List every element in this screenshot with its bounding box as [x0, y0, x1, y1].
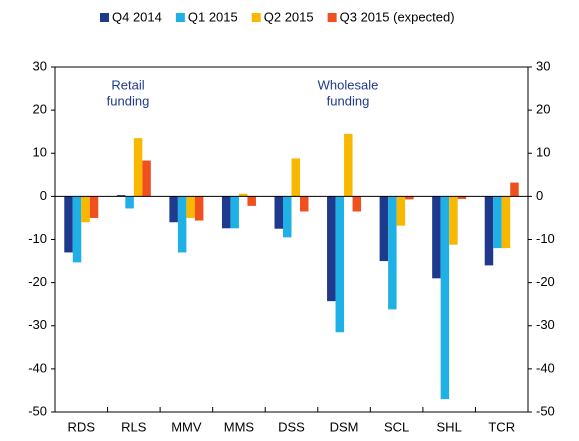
y2-tick-label: -30 [536, 317, 555, 332]
x-tick-label: SCL [384, 419, 409, 434]
bar [405, 196, 414, 200]
bar [449, 196, 458, 245]
y-tick-label: 30 [33, 58, 47, 73]
legend-swatch [251, 13, 261, 22]
legend-label: Q1 2015 [188, 9, 238, 24]
y-tick-label: -40 [28, 360, 47, 375]
bar [344, 133, 353, 197]
legend-swatch [175, 13, 185, 22]
bar [283, 196, 292, 238]
y2-tick-label: -20 [536, 274, 555, 289]
bar [230, 196, 239, 229]
x-tick-label: MMS [224, 419, 255, 434]
bar [64, 196, 73, 253]
bar [484, 196, 494, 266]
bar [221, 196, 231, 229]
bar [388, 196, 397, 310]
bar [142, 160, 151, 197]
y-tick-label: 20 [33, 102, 47, 117]
bar [352, 196, 362, 212]
annotation: funding [327, 93, 370, 108]
bar [169, 196, 178, 223]
bar [396, 196, 406, 226]
y-tick-label: -50 [28, 403, 47, 418]
legend-label: Q3 2015 (expected) [340, 9, 455, 24]
legend-swatch [100, 13, 109, 22]
bar [291, 158, 300, 197]
bar [116, 195, 126, 197]
annotation: Retail [111, 77, 144, 92]
bar [81, 196, 90, 223]
bar [186, 196, 195, 218]
x-tick-label: DSS [278, 419, 305, 434]
y-tick-label: -10 [28, 231, 47, 246]
legend-label: Q2 2015 [264, 9, 314, 24]
bar [493, 196, 502, 249]
y-tick-label: -30 [28, 317, 47, 332]
x-tick-label: TCR [488, 419, 515, 434]
bar [501, 196, 511, 249]
legend-label: Q4 2014 [112, 9, 162, 24]
bar [457, 196, 467, 199]
y2-tick-label: 10 [536, 145, 550, 160]
y2-tick-label: 0 [536, 188, 543, 203]
bar [327, 196, 336, 302]
y-tick-label: -20 [28, 274, 47, 289]
x-tick-label: SHL [437, 419, 462, 434]
bar [125, 196, 134, 209]
bar [194, 196, 204, 221]
bar [89, 196, 99, 218]
plot-frame [54, 66, 529, 413]
y2-tick-label: 30 [536, 58, 550, 73]
y-tick-label: 10 [33, 145, 47, 160]
bar [510, 182, 519, 197]
bar [432, 196, 441, 279]
bar [238, 193, 248, 197]
bar [335, 196, 345, 333]
y2-tick-label: -40 [536, 360, 555, 375]
bar [177, 196, 187, 253]
bar [440, 196, 450, 400]
x-tick-label: RLS [121, 419, 147, 434]
y-tick-label: 0 [40, 188, 47, 203]
x-tick-label: DSM [330, 419, 359, 434]
y2-tick-label: -50 [536, 403, 555, 418]
legend-swatch [327, 13, 337, 22]
y2-tick-label: -10 [536, 231, 555, 246]
annotation: funding [107, 93, 150, 108]
x-tick-label: MMV [171, 419, 202, 434]
x-tick-label: RDS [68, 419, 96, 434]
bar [247, 196, 256, 206]
annotation: Wholesale [318, 77, 379, 92]
bar [300, 196, 309, 212]
y2-tick-label: 20 [536, 102, 550, 117]
bar [133, 138, 143, 197]
bar [379, 196, 389, 262]
bar [72, 196, 82, 263]
bar [274, 196, 283, 229]
